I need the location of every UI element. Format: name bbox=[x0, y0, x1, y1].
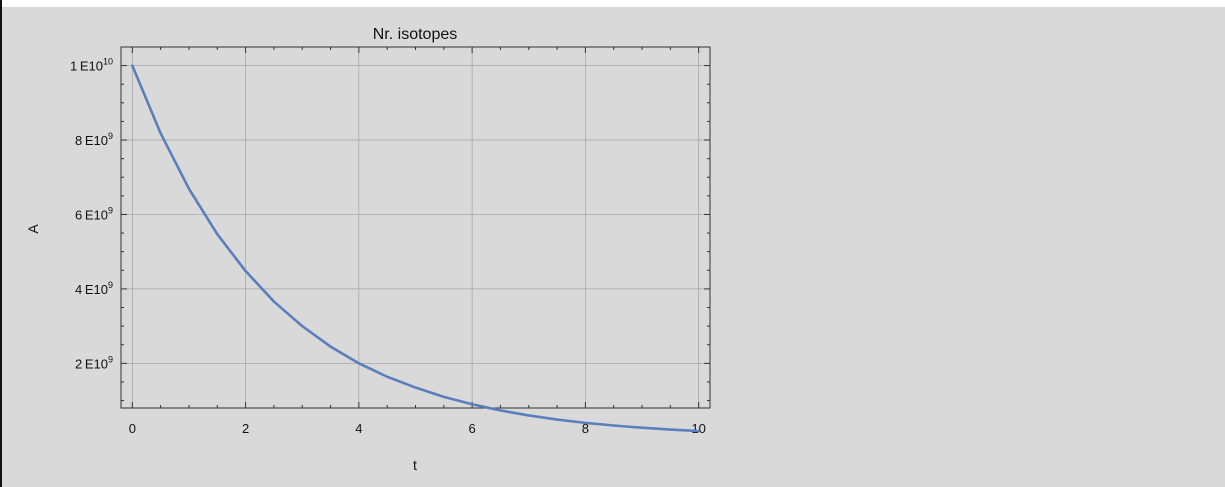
y-tick-label: 8 E109 bbox=[75, 131, 113, 148]
y-tick-label: 1 E1010 bbox=[70, 57, 113, 74]
axis-ticks bbox=[121, 47, 710, 408]
series-line bbox=[131, 64, 700, 433]
chart-title: Nr. isotopes bbox=[373, 26, 457, 43]
x-tick-label: 4 bbox=[355, 421, 362, 436]
grid-lines bbox=[121, 47, 710, 408]
x-axis-label: t bbox=[413, 457, 417, 473]
x-tick-label: 2 bbox=[242, 421, 249, 436]
y-tick-label: 6 E109 bbox=[75, 205, 113, 222]
y-axis-label: A bbox=[25, 224, 41, 234]
x-tick-label: 8 bbox=[582, 421, 589, 436]
x-tick-label: 0 bbox=[129, 421, 136, 436]
x-tick-label: 6 bbox=[469, 421, 476, 436]
y-tick-label: 2 E109 bbox=[75, 354, 113, 371]
y-tick-label: 4 E109 bbox=[75, 280, 113, 297]
series-lines bbox=[131, 64, 700, 433]
tick-labels: 0 2 4 6 8 10 2 E109 4 E109 6 E109 8 E109 1 E1010 bbox=[70, 57, 706, 436]
window-top-strip bbox=[2, 0, 1225, 7]
plot-area-frame bbox=[120, 46, 711, 409]
x-tick-label: 10 bbox=[691, 421, 705, 436]
